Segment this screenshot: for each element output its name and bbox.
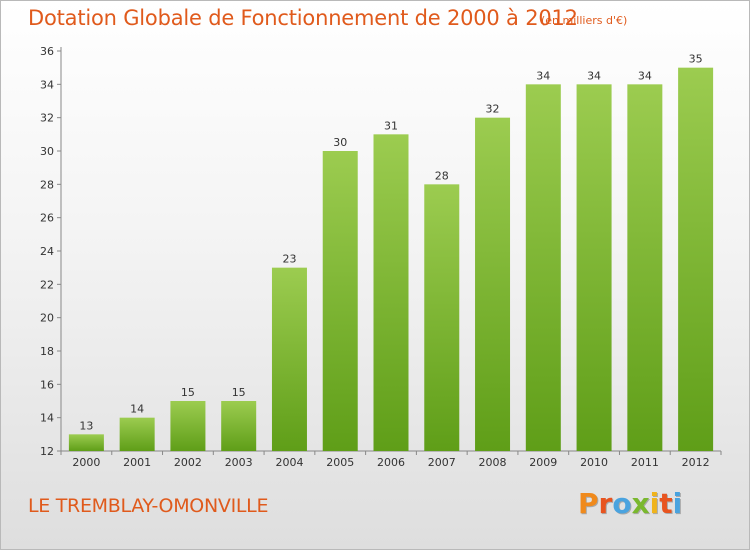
bar-2009 bbox=[525, 84, 561, 451]
x-tick-label: 2006 bbox=[377, 456, 405, 469]
data-label: 32 bbox=[486, 103, 500, 116]
x-tick-label: 2008 bbox=[479, 456, 507, 469]
data-label: 14 bbox=[130, 403, 144, 416]
logo-letter: i bbox=[672, 487, 683, 520]
commune-name: LE TREMBLAY-OMONVILLE bbox=[28, 495, 269, 517]
x-tick-label: 2011 bbox=[631, 456, 659, 469]
y-tick-label: 20 bbox=[40, 312, 54, 325]
data-label: 34 bbox=[587, 69, 601, 82]
x-axis: 2000 2001 2002 2003 2004 2005 2006 2007 2008 2009… bbox=[60, 450, 722, 469]
bar-2000 bbox=[68, 434, 104, 451]
y-tick-label: 14 bbox=[40, 412, 54, 425]
logo-letter: x bbox=[631, 487, 650, 520]
x-tick-label: 2000 bbox=[72, 456, 100, 469]
data-label: 35 bbox=[689, 53, 703, 66]
data-label: 28 bbox=[435, 169, 449, 182]
bars-group bbox=[68, 67, 714, 452]
logo-letter: r bbox=[598, 487, 613, 520]
bar-2004 bbox=[271, 267, 307, 451]
bar-2001 bbox=[119, 417, 155, 451]
y-tick-label: 30 bbox=[40, 145, 54, 158]
data-label: 30 bbox=[333, 136, 347, 149]
bar-2011 bbox=[627, 84, 663, 451]
data-label: 34 bbox=[638, 69, 652, 82]
bar-2002 bbox=[170, 401, 206, 451]
y-tick-label: 24 bbox=[40, 245, 54, 258]
chart-subtitle: (en milliers d'€) bbox=[541, 14, 628, 27]
x-tick-label: 2009 bbox=[529, 456, 557, 469]
y-tick-label: 36 bbox=[40, 45, 54, 58]
x-tick-label: 2002 bbox=[174, 456, 202, 469]
x-tick-label: 2003 bbox=[225, 456, 253, 469]
data-label: 15 bbox=[181, 386, 195, 399]
x-tick-label: 2007 bbox=[428, 456, 456, 469]
data-label: 23 bbox=[282, 253, 296, 266]
bar-2006 bbox=[373, 134, 409, 452]
y-tick-label: 34 bbox=[40, 78, 54, 91]
y-tick-label: 28 bbox=[40, 178, 54, 191]
bar-2003 bbox=[221, 401, 257, 451]
bar-2010 bbox=[576, 84, 612, 451]
data-label: 31 bbox=[384, 119, 398, 132]
proxiti-logo[interactable]: Proxiti bbox=[578, 487, 682, 520]
logo-letter: i bbox=[649, 487, 660, 520]
data-label: 15 bbox=[232, 386, 246, 399]
logo-letter: t bbox=[659, 487, 673, 520]
logo-letter: o bbox=[612, 487, 632, 520]
y-tick-label: 12 bbox=[40, 445, 54, 458]
y-tick-label: 32 bbox=[40, 112, 54, 125]
y-tick-label: 18 bbox=[40, 345, 54, 358]
bar-2008 bbox=[475, 117, 511, 452]
y-tick-label: 22 bbox=[40, 278, 54, 291]
y-tick-label: 26 bbox=[40, 212, 54, 225]
bar-2005 bbox=[322, 151, 358, 451]
y-axis: 12 14 16 18 20 22 24 26 28 30 32 34 36 bbox=[40, 45, 62, 458]
bar-2012 bbox=[678, 67, 714, 452]
x-tick-label: 2012 bbox=[682, 456, 710, 469]
x-tick-label: 2004 bbox=[275, 456, 303, 469]
y-tick-label: 16 bbox=[40, 378, 54, 391]
data-label: 13 bbox=[79, 419, 93, 432]
chart-title: Dotation Globale de Fonctionnement de 20… bbox=[28, 6, 578, 30]
data-label: 34 bbox=[536, 69, 550, 82]
x-tick-label: 2001 bbox=[123, 456, 151, 469]
x-tick-label: 2010 bbox=[580, 456, 608, 469]
data-labels-group: 13 14 15 15 23 30 31 28 32 34 34 34 35 bbox=[79, 53, 702, 433]
bar-2007 bbox=[424, 184, 460, 452]
logo-letter: P bbox=[578, 487, 599, 520]
x-tick-label: 2005 bbox=[326, 456, 354, 469]
